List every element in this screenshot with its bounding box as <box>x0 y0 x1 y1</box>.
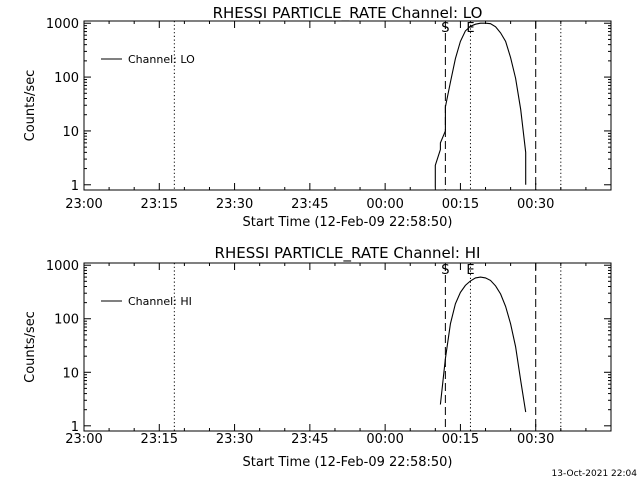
marker-label: S <box>441 21 449 36</box>
marker-label: E <box>466 21 474 36</box>
y-tick-label: 1000 <box>46 17 79 32</box>
x-tick-label: 00:30 <box>517 432 554 447</box>
y-tick-label: 100 <box>54 313 79 328</box>
hi-channel-panel: RHESSI PARTICLE_RATE Channel: HI 23:00 23:… <box>23 244 612 470</box>
y-axis-label: Counts/sec <box>23 311 38 383</box>
x-axis-label: Start Time (12-Feb-09 22:58:50) <box>243 215 453 230</box>
y-tick-label: 100 <box>54 71 79 86</box>
x-tick-label: 00:15 <box>442 197 479 212</box>
x-tick-label: 00:00 <box>366 432 403 447</box>
marker-label: S <box>441 263 449 278</box>
y-tick-label: 1 <box>71 420 79 435</box>
x-tick-label: 23:45 <box>291 432 328 447</box>
plot-frame <box>83 20 612 191</box>
chart-title: RHESSI PARTICLE_RATE Channel: LO <box>213 4 483 23</box>
x-tick-label: 23:30 <box>216 197 253 212</box>
x-tick-label: 23:00 <box>65 432 102 447</box>
legend-label: Channel: LO <box>128 53 195 66</box>
footer-date: 13-Oct-2021 22:04 <box>552 469 638 479</box>
x-tick-label: 00:00 <box>366 197 403 212</box>
lo-channel-panel: RHESSI PARTICLE_RATE Channel: LO 23:00 23:… <box>23 4 612 230</box>
marker-label: E <box>466 263 474 278</box>
plot-frame <box>83 262 612 432</box>
y-tick-label: 1 <box>71 179 79 194</box>
x-tick-label: 00:30 <box>517 197 554 212</box>
x-tick-label: 23:00 <box>65 197 102 212</box>
y-tick-label: 1000 <box>46 259 79 274</box>
y-tick-label: 10 <box>62 125 79 140</box>
chart-title: RHESSI PARTICLE_RATE Channel: HI <box>215 244 481 263</box>
series-line <box>434 22 527 188</box>
x-axis-label: Start Time (12-Feb-09 22:58:50) <box>243 455 453 470</box>
y-axis-label: Counts/sec <box>23 70 38 142</box>
x-tick-label: 23:15 <box>141 197 178 212</box>
legend-label: Channel: HI <box>128 295 192 308</box>
x-tick-label: 23:30 <box>216 432 253 447</box>
series-line <box>439 276 527 413</box>
x-tick-label: 23:45 <box>291 197 328 212</box>
y-tick-label: 10 <box>62 366 79 381</box>
x-tick-label: 23:15 <box>141 432 178 447</box>
x-tick-label: 00:15 <box>442 432 479 447</box>
